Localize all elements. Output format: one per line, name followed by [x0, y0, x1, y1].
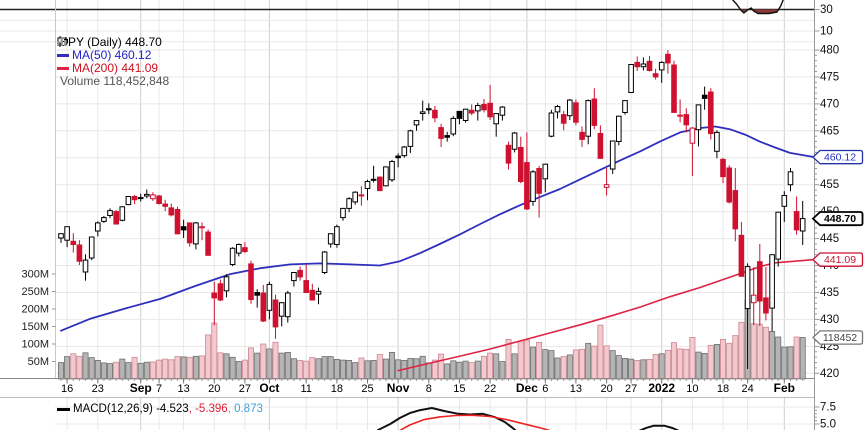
svg-text:Oct: Oct — [259, 381, 279, 395]
svg-text:475: 475 — [820, 71, 839, 83]
svg-text:25: 25 — [361, 383, 373, 395]
svg-text:470: 470 — [820, 98, 839, 110]
svg-text:5.0: 5.0 — [820, 419, 836, 430]
ma200-line-swatch — [57, 67, 69, 70]
svg-text:10: 10 — [820, 26, 833, 38]
svg-text:10: 10 — [686, 383, 698, 395]
volume-label[interactable]: Volume 118,452,848 — [60, 74, 170, 88]
macd-label[interactable]: MACD(12,26,9) -4.523 — [73, 403, 189, 415]
svg-text:420: 420 — [820, 368, 839, 380]
chart-legend: SPY (Daily) 448.70 MA(50) 460.12 MA(200)… — [57, 36, 169, 88]
symbol-title[interactable]: SPY (Daily) 448.70 — [60, 35, 162, 49]
svg-text:23: 23 — [92, 383, 104, 395]
svg-text:430: 430 — [820, 314, 839, 326]
svg-text:13: 13 — [177, 383, 189, 395]
axis-tag-118452 — [812, 330, 864, 345]
svg-text:8: 8 — [426, 383, 432, 395]
svg-text:200M: 200M — [21, 303, 49, 315]
svg-text:118452: 118452 — [823, 332, 857, 344]
svg-text:100M: 100M — [21, 338, 49, 350]
svg-text:20: 20 — [208, 383, 220, 395]
svg-text:13: 13 — [570, 383, 582, 395]
axis-tag-441.09 — [812, 252, 864, 267]
svg-text:150M: 150M — [21, 321, 49, 333]
macd-curves — [376, 407, 680, 430]
svg-text:441.09: 441.09 — [824, 254, 856, 266]
svg-text:7: 7 — [156, 383, 162, 395]
svg-text:50M: 50M — [28, 356, 49, 368]
axis-tag-460.12 — [812, 149, 864, 165]
svg-text:250M: 250M — [21, 286, 49, 298]
ma50-line-swatch — [57, 54, 69, 57]
panel-borders — [0, 0, 815, 430]
svg-text:11: 11 — [300, 383, 311, 395]
date-axis: 16 23 Sep 7 13 20 27 Oct 11 18 25 Nov 8 15 22 Dec 6 13 20 2… — [60, 378, 804, 395]
ma200-label[interactable]: MA(200) 441.09 — [72, 61, 159, 75]
svg-text:460.12: 460.12 — [824, 151, 856, 163]
svg-text:24: 24 — [741, 383, 753, 395]
svg-text:480: 480 — [820, 44, 839, 56]
top-panel-axis: 30 10 — [814, 4, 833, 38]
svg-text:Nov: Nov — [387, 381, 410, 395]
svg-text:6: 6 — [542, 383, 548, 395]
axis-tag-448.70 — [811, 211, 864, 227]
svg-text:27: 27 — [625, 383, 637, 395]
svg-text:455: 455 — [820, 179, 839, 191]
macd-signal-value: , -5.396 — [188, 403, 228, 415]
macd-line-swatch — [57, 408, 70, 411]
axis-tags: 460.12 448.70 441.09 118452 — [811, 149, 864, 345]
macd-hist-value: , 0.873 — [227, 403, 263, 415]
macd-axis: 7.55.0 — [814, 402, 836, 430]
svg-text:7.5: 7.5 — [820, 402, 836, 414]
volume-axis: 300M 250M 200M 150M 100M 50M — [21, 268, 56, 368]
svg-text:300M: 300M — [21, 268, 49, 280]
svg-text:22: 22 — [484, 383, 496, 395]
ma50-line — [60, 125, 816, 332]
svg-text:448.70: 448.70 — [824, 213, 856, 225]
svg-text:435: 435 — [820, 287, 839, 299]
svg-text:Sep: Sep — [130, 381, 152, 395]
svg-text:27: 27 — [239, 383, 251, 395]
svg-text:445: 445 — [820, 233, 839, 245]
candles — [58, 50, 806, 369]
svg-text:2022: 2022 — [648, 381, 675, 395]
svg-text:465: 465 — [820, 125, 839, 137]
ma50-label[interactable]: MA(50) 460.12 — [72, 48, 152, 62]
volume-bars — [58, 299, 806, 380]
svg-text:30: 30 — [820, 4, 833, 16]
svg-text:20: 20 — [600, 383, 612, 395]
svg-text:18: 18 — [717, 383, 729, 395]
svg-text:18: 18 — [331, 383, 343, 395]
svg-text:15: 15 — [453, 383, 465, 395]
top-indicator — [732, 0, 784, 15]
macd-legend: MACD(12,26,9) -4.523 , -5.396 , 0.873 — [57, 403, 263, 416]
svg-text:16: 16 — [61, 383, 73, 395]
svg-text:Dec: Dec — [516, 381, 538, 395]
svg-text:Feb: Feb — [774, 381, 795, 395]
